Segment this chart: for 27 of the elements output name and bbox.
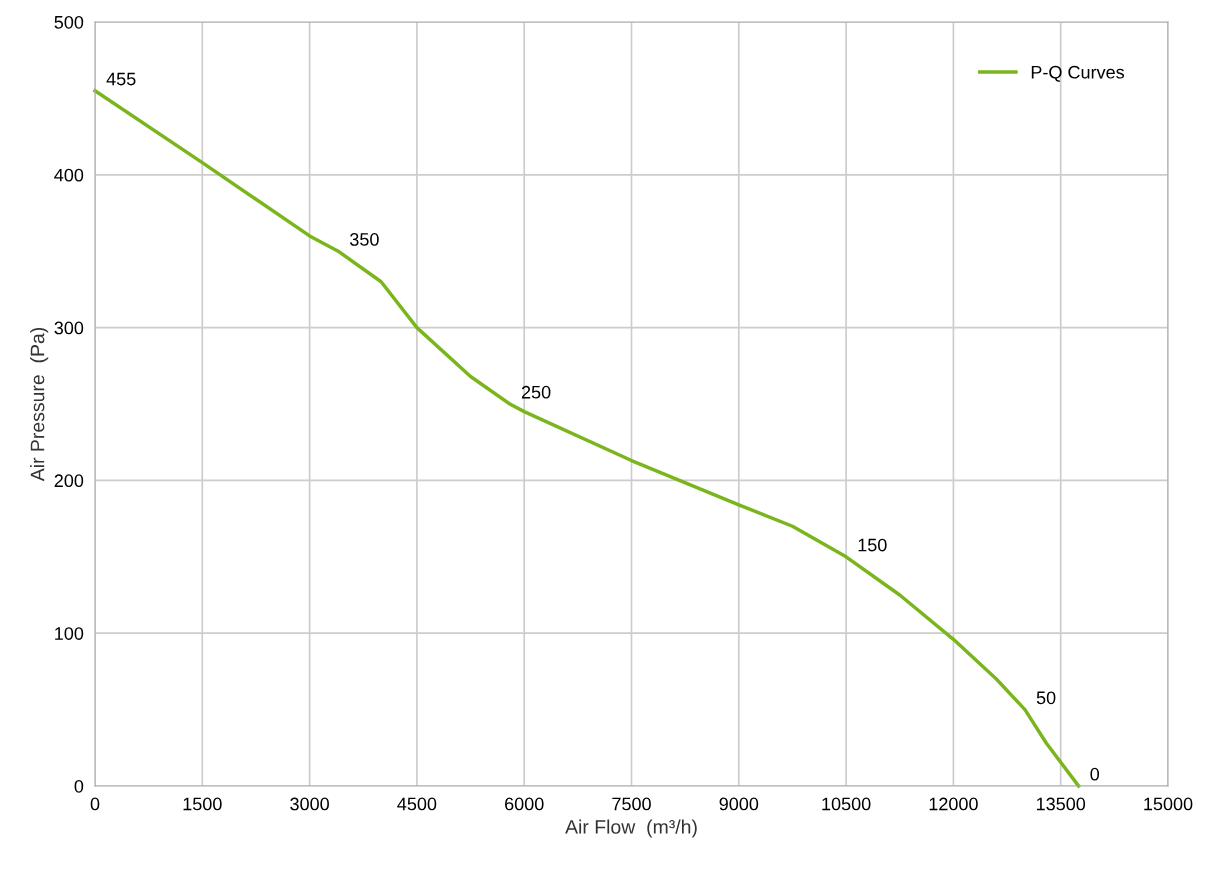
line-series — [93, 89, 1081, 788]
x-tick-label: 12000 — [929, 797, 978, 811]
x-tick-label: 6000 — [505, 797, 544, 811]
x-tick-label: 7500 — [612, 797, 651, 811]
annotation: 350 — [350, 233, 379, 246]
y-tick-label: 400 — [54, 168, 84, 182]
x-tick-label: 15000 — [1144, 797, 1193, 811]
annotation: 0 — [1090, 767, 1100, 781]
y-tick-label: 200 — [54, 474, 84, 488]
annotation: 150 — [858, 538, 887, 552]
x-axis-title: Air Flow (m³/h) — [565, 819, 697, 838]
legend-label: P-Q Curves — [1031, 65, 1125, 82]
annotation: 455 — [106, 72, 136, 86]
y-tick-label: 100 — [55, 627, 84, 640]
annotation: 250 — [521, 385, 551, 399]
y-tick-label: 500 — [54, 15, 84, 29]
x-tick-label: 10500 — [822, 797, 871, 811]
x-tick-label: 9000 — [719, 797, 759, 811]
y-axis-title: Air Pressure (Pa) — [30, 327, 49, 482]
annotation: 50 — [1036, 691, 1056, 705]
x-tick-label: 13500 — [1036, 797, 1086, 811]
x-tick-label: 1500 — [183, 797, 222, 811]
y-tick-label: 0 — [74, 779, 84, 793]
y-tick-label: 300 — [54, 321, 84, 335]
x-tick-label: 0 — [90, 797, 100, 811]
x-tick-label: 3000 — [290, 797, 329, 811]
x-tick-label: 4500 — [397, 797, 437, 811]
